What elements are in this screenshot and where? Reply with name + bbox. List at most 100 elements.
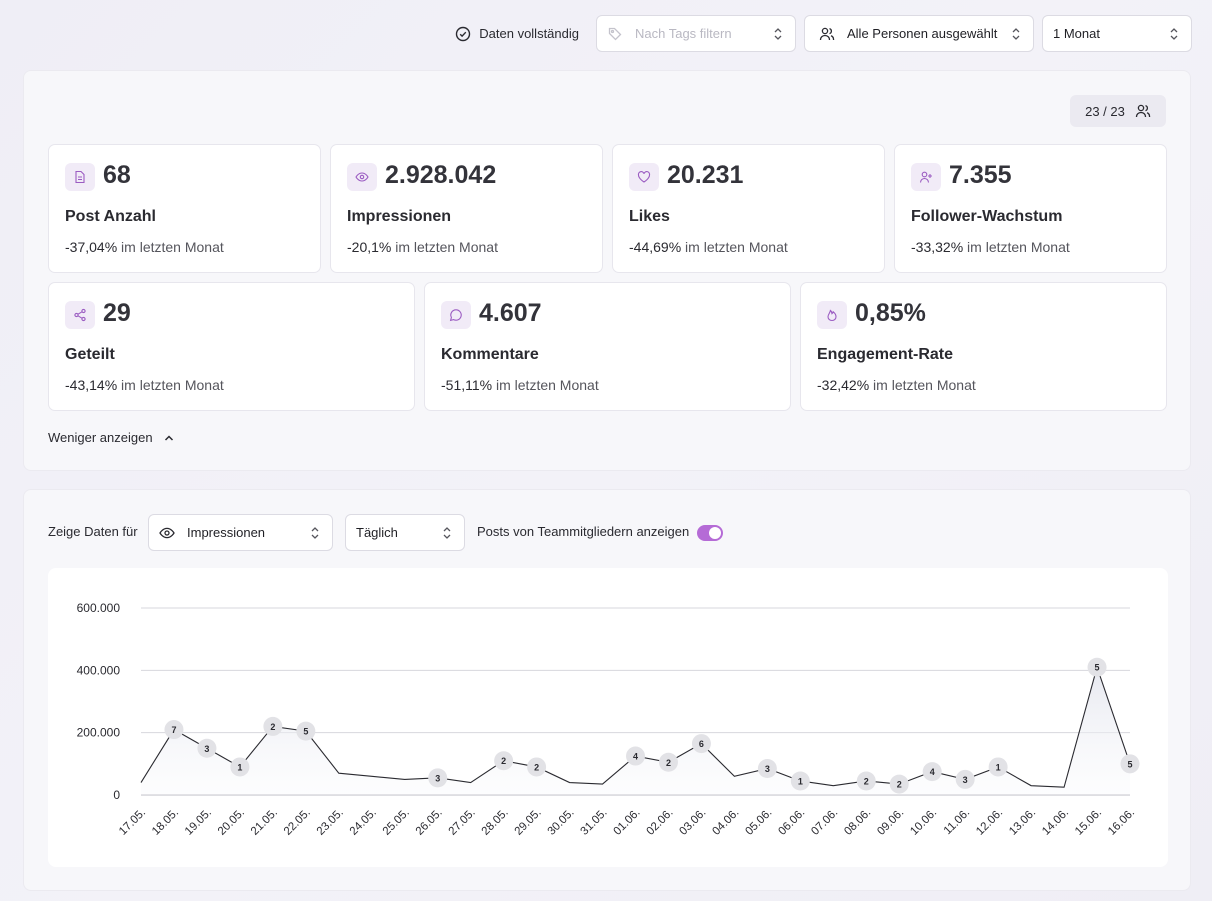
kpi-change: -44,69% im letzten Monat bbox=[629, 239, 788, 255]
x-tick-label: 07.06. bbox=[809, 807, 840, 838]
y-tick-label: 200.000 bbox=[77, 726, 121, 740]
x-tick-label: 21.05. bbox=[249, 807, 280, 838]
document-icon bbox=[65, 163, 95, 191]
x-tick-label: 10.06. bbox=[908, 807, 939, 838]
x-tick-label: 19.05. bbox=[183, 807, 214, 838]
flame-icon bbox=[817, 301, 847, 329]
persons-select[interactable]: Alle Personen ausgewählt bbox=[804, 15, 1034, 52]
kpi-label: Likes bbox=[629, 208, 670, 225]
data-point-label: 2 bbox=[666, 758, 671, 768]
kpi-value: 29 bbox=[103, 299, 131, 327]
chevron-updown-icon bbox=[774, 28, 782, 40]
data-point bbox=[197, 738, 217, 758]
x-tick-label: 18.05. bbox=[150, 807, 181, 838]
data-point bbox=[626, 746, 645, 766]
user-plus-icon bbox=[911, 163, 941, 191]
users-icon bbox=[1135, 104, 1151, 118]
data-point-label: 2 bbox=[864, 776, 869, 786]
kpi-label: Engagement-Rate bbox=[817, 346, 954, 363]
comment-icon bbox=[441, 301, 471, 329]
y-tick-label: 0 bbox=[113, 788, 120, 802]
data-point-label: 1 bbox=[798, 776, 803, 786]
period-select[interactable]: 1 Monat bbox=[1042, 15, 1192, 52]
kpi-card-posts: 68 Post Anzahl -37,04% im letzten Monat bbox=[48, 144, 321, 273]
x-tick-label: 17.05. bbox=[117, 807, 148, 838]
data-point-label: 6 bbox=[699, 739, 704, 749]
data-point-label: 1 bbox=[996, 762, 1001, 772]
filter-bar: Daten vollständig Nach Tags filtern Alle… bbox=[455, 15, 1192, 52]
metric-select[interactable]: Impressionen bbox=[148, 514, 333, 551]
period-select-value: 1 Monat bbox=[1053, 26, 1100, 41]
data-point bbox=[1120, 754, 1140, 774]
data-status: Daten vollständig bbox=[455, 26, 579, 42]
kpi-card-likes: 20.231 Likes -44,69% im letzten Monat bbox=[612, 144, 885, 273]
x-tick-label: 12.06. bbox=[974, 807, 1005, 838]
kpi-change-value: -43,14% bbox=[65, 377, 118, 393]
chevron-up-icon bbox=[164, 434, 173, 441]
y-tick-label: 600.000 bbox=[77, 601, 121, 615]
kpi-card-follower-growth: 7.355 Follower-Wachstum -33,32% im letzt… bbox=[894, 144, 1167, 273]
x-tick-label: 29.05. bbox=[513, 807, 544, 838]
data-point bbox=[691, 734, 711, 754]
data-point bbox=[494, 751, 514, 771]
x-tick-label: 05.06. bbox=[743, 807, 774, 838]
x-tick-label: 01.06. bbox=[612, 807, 643, 838]
data-point bbox=[757, 759, 777, 779]
kpi-change-value: -20,1% bbox=[347, 239, 392, 255]
kpi-value: 68 bbox=[103, 161, 131, 189]
member-count-badge[interactable]: 23 / 23 bbox=[1070, 95, 1166, 127]
x-tick-label: 15.06. bbox=[1073, 807, 1104, 838]
kpi-change: -20,1% im letzten Monat bbox=[347, 239, 498, 255]
x-tick-label: 03.06. bbox=[677, 807, 708, 838]
kpi-value: 0,85% bbox=[855, 299, 926, 327]
kpi-change-suffix: im letzten Monat bbox=[121, 377, 224, 393]
kpi-change: -43,14% im letzten Monat bbox=[65, 377, 224, 393]
kpi-card-impressions: 2.928.042 Impressionen -20,1% im letzten… bbox=[330, 144, 603, 273]
kpi-label: Kommentare bbox=[441, 346, 539, 363]
chevron-updown-icon bbox=[1170, 28, 1178, 40]
kpi-change-suffix: im letzten Monat bbox=[395, 239, 498, 255]
data-point-label: 1 bbox=[237, 762, 242, 772]
data-point bbox=[889, 774, 909, 794]
data-point-label: 4 bbox=[930, 767, 935, 777]
kpi-change-value: -37,04% bbox=[65, 239, 118, 255]
kpi-change-suffix: im letzten Monat bbox=[685, 239, 788, 255]
data-point-label: 2 bbox=[534, 762, 539, 772]
kpi-change: -32,42% im letzten Monat bbox=[817, 377, 976, 393]
kpi-card-shares: 29 Geteilt -43,14% im letzten Monat bbox=[48, 282, 415, 411]
heart-icon bbox=[629, 163, 659, 191]
interval-select[interactable]: Täglich bbox=[345, 514, 465, 551]
share-icon bbox=[65, 301, 95, 329]
x-tick-label: 22.05. bbox=[282, 807, 313, 838]
data-point-label: 4 bbox=[633, 752, 638, 762]
x-tick-label: 25.05. bbox=[381, 807, 412, 838]
data-point bbox=[856, 771, 876, 791]
kpi-change-suffix: im letzten Monat bbox=[873, 377, 976, 393]
x-tick-label: 31.05. bbox=[579, 807, 610, 838]
show-less-button[interactable]: Weniger anzeigen bbox=[48, 430, 175, 445]
kpi-change-value: -44,69% bbox=[629, 239, 682, 255]
impressions-chart: 0 200.000 400.000 600.000 7 3 1 2 5 3 2 2 4 2 6 3 1 2 2 4 3 1… bbox=[48, 568, 1168, 867]
show-data-label: Zeige Daten für bbox=[48, 524, 138, 539]
metric-select-value: Impressionen bbox=[187, 525, 266, 540]
chevron-updown-icon bbox=[443, 527, 451, 539]
data-point bbox=[164, 720, 184, 740]
data-point bbox=[428, 768, 448, 788]
y-tick-label: 400.000 bbox=[77, 663, 121, 677]
team-posts-toggle[interactable] bbox=[697, 525, 723, 541]
data-point bbox=[296, 721, 316, 741]
eye-icon bbox=[159, 527, 175, 538]
kpi-change-suffix: im letzten Monat bbox=[967, 239, 1070, 255]
data-point bbox=[790, 771, 810, 791]
x-tick-label: 06.06. bbox=[776, 807, 807, 838]
data-point-label: 5 bbox=[1127, 759, 1132, 769]
x-tick-label: 27.05. bbox=[447, 807, 478, 838]
data-point bbox=[988, 757, 1008, 777]
team-posts-label: Posts von Teammitgliedern anzeigen bbox=[477, 524, 690, 539]
kpi-label: Geteilt bbox=[65, 346, 115, 363]
x-tick-label: 14.06. bbox=[1040, 807, 1071, 838]
tags-filter-select[interactable]: Nach Tags filtern bbox=[596, 15, 796, 52]
kpi-change-value: -51,11% bbox=[441, 377, 493, 393]
kpi-value: 4.607 bbox=[479, 299, 542, 327]
x-tick-label: 04.06. bbox=[710, 807, 741, 838]
